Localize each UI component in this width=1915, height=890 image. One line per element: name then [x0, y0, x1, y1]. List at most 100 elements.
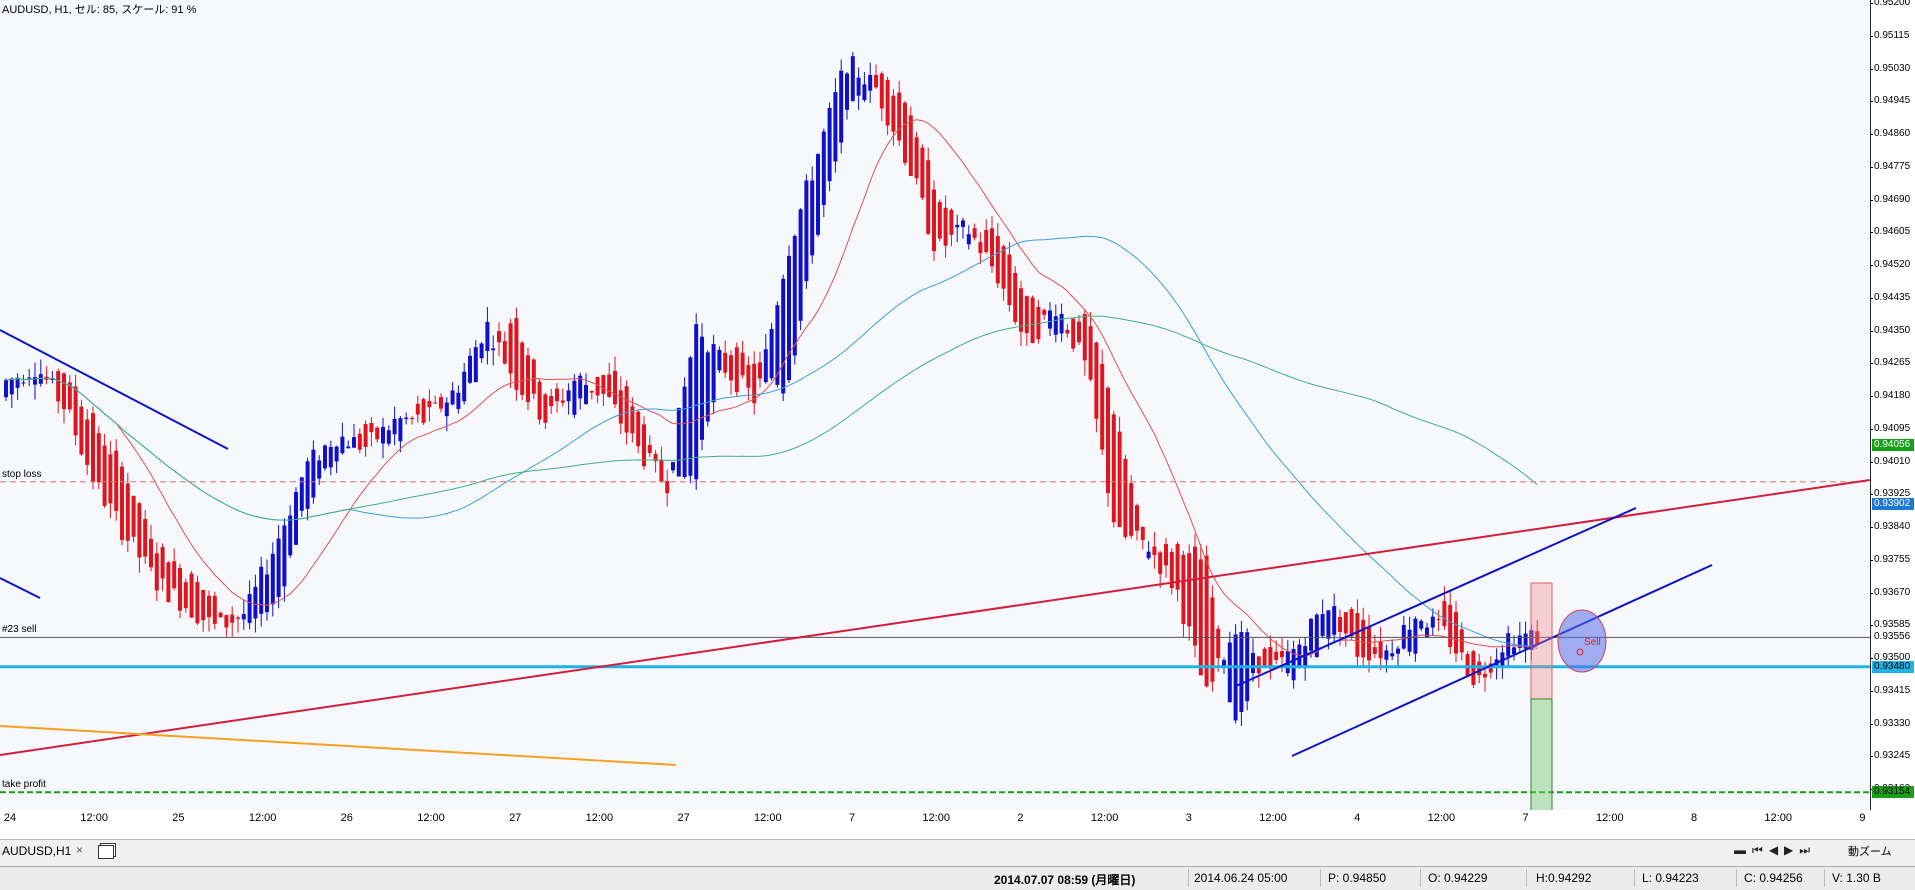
time-tick: 24: [3, 812, 17, 824]
candle-body: [1343, 612, 1348, 634]
price-tag: 0.93480: [1872, 660, 1914, 673]
candle-body: [444, 402, 449, 417]
risk-box: [1530, 582, 1553, 700]
candle-body: [740, 352, 745, 376]
candle-body: [671, 462, 675, 471]
candle-body: [972, 228, 977, 238]
candle-body: [1169, 551, 1174, 589]
candle-body: [1071, 318, 1076, 349]
price-tick: 0.94945: [1869, 95, 1911, 107]
stop-loss-label: stop loss: [2, 468, 42, 480]
candle-body: [734, 347, 739, 393]
status-open: O: 0.94229: [1428, 871, 1488, 885]
price-tag: 0.94056: [1872, 438, 1914, 451]
candle-body: [1007, 254, 1012, 306]
candle-body: [334, 446, 339, 462]
candle-body: [230, 614, 235, 623]
candle-body: [288, 515, 293, 556]
sell-marker: [1557, 609, 1607, 673]
candle-body: [688, 357, 693, 476]
candle-body: [497, 331, 501, 343]
candle-body: [305, 461, 310, 509]
candle-body: [903, 102, 907, 163]
candle-body: [937, 201, 942, 239]
time-axis[interactable]: 24 12:00 25 12:00 26 12:00 27 12:00 27 12:00 7 12:0…: [0, 810, 1870, 838]
candle-body: [1517, 635, 1522, 648]
candle-body: [1256, 656, 1261, 674]
next-icon[interactable]: ▶: [1784, 843, 1794, 857]
price-tick: 0.93500: [1869, 652, 1911, 663]
candle-body: [1442, 601, 1447, 627]
candle-body: [1140, 526, 1145, 541]
candle-body: [642, 424, 646, 467]
price-tick: 0.93585: [1869, 619, 1911, 631]
scroll-bar-icon[interactable]: ▬: [1734, 843, 1746, 857]
trendline-blue-left: [0, 329, 229, 450]
candle-body: [705, 352, 710, 422]
candle-body: [375, 427, 380, 440]
chart-plot[interactable]: Sell: [0, 0, 1870, 810]
candle-body: [926, 160, 931, 234]
candle-body: [1175, 543, 1180, 590]
candle-body: [479, 343, 484, 359]
scroll-controls: ▬ ⏮ ◀ ▶ ⏭: [1734, 843, 1810, 858]
last-icon[interactable]: ⏭: [1799, 843, 1811, 857]
chart-area[interactable]: Sell AUDUSD, H1, セル: 85, スケール: 91 % stop…: [0, 0, 1871, 810]
candle-body: [601, 375, 606, 394]
candle-body: [1158, 552, 1163, 574]
time-tick: 12:00: [80, 812, 108, 824]
candle-body: [346, 446, 351, 449]
candle-body: [468, 355, 472, 383]
candle-body: [1059, 313, 1064, 334]
time-tick: 2: [1017, 812, 1024, 824]
price-axis[interactable]: 0.95200 0.95115 0.95030 0.94945 0.94860 0.947…: [1869, 0, 1915, 810]
candle-body: [1401, 625, 1406, 649]
candle-body: [1036, 306, 1041, 340]
price-tick: 0.93245: [1869, 750, 1911, 762]
prev-icon[interactable]: ◀: [1768, 843, 1779, 857]
candle-body: [108, 454, 113, 504]
window-icon[interactable]: [98, 845, 114, 859]
candle-body: [357, 433, 362, 450]
candle-body: [1146, 551, 1151, 559]
candle-body: [85, 419, 90, 465]
candle-body: [183, 582, 188, 609]
candle-body: [352, 437, 356, 448]
price-tick: 0.95200: [1869, 0, 1910, 8]
price-tick: 0.94350: [1869, 324, 1911, 336]
candle-body: [595, 377, 600, 396]
candle-body: [1251, 653, 1255, 674]
first-icon[interactable]: ⏮: [1752, 843, 1763, 857]
price-tick: 0.93670: [1869, 586, 1911, 598]
candle-body: [665, 481, 670, 494]
time-tick: 27: [509, 812, 522, 824]
candle-body: [1210, 597, 1215, 682]
time-tick: 27: [677, 812, 690, 824]
candle-body: [711, 344, 716, 403]
candle-body: [537, 381, 542, 420]
candle-body: [1425, 627, 1429, 637]
candle-body: [56, 371, 61, 402]
candle-body: [1291, 649, 1296, 681]
candle-body: [1384, 650, 1389, 660]
auto-zoom-toggle[interactable]: 動ズーム: [1848, 846, 1892, 858]
candle-body: [67, 382, 72, 410]
candle-body: [1320, 613, 1325, 636]
time-tick: 12:00: [248, 812, 277, 824]
candle-body: [369, 422, 374, 433]
candle-body: [584, 384, 588, 404]
candle-body: [891, 95, 896, 132]
candle-body: [9, 378, 14, 395]
price-tick: 0.94180: [1869, 390, 1911, 401]
candle-body: [1111, 414, 1116, 523]
price-tick: 0.95115: [1869, 29, 1910, 41]
candle-body: [955, 224, 960, 228]
chart-tab[interactable]: AUDUSD,H1: [2, 844, 72, 858]
price-tick: 0.93925: [1869, 488, 1911, 500]
close-icon[interactable]: ×: [76, 843, 84, 857]
time-tick: 4: [1354, 812, 1361, 824]
time-tick: 9: [1859, 812, 1866, 824]
candle-body: [224, 615, 229, 628]
candle-body: [143, 519, 148, 557]
candle-body: [1430, 616, 1435, 628]
